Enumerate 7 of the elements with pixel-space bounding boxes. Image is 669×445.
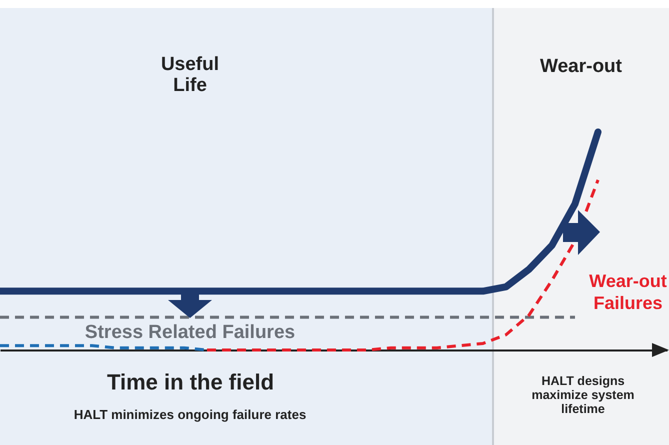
x-axis-title: Time in the field xyxy=(106,370,274,394)
text: Wear-out xyxy=(539,56,623,78)
text: Useful Life xyxy=(160,54,220,97)
series-label: Wear-out Failures xyxy=(589,271,667,313)
text: HALT designs maximize system lifetime xyxy=(530,374,636,416)
text: HALT minimizes ongoing failure rates xyxy=(72,407,308,422)
series-label: Stress Related Failures xyxy=(84,322,296,343)
